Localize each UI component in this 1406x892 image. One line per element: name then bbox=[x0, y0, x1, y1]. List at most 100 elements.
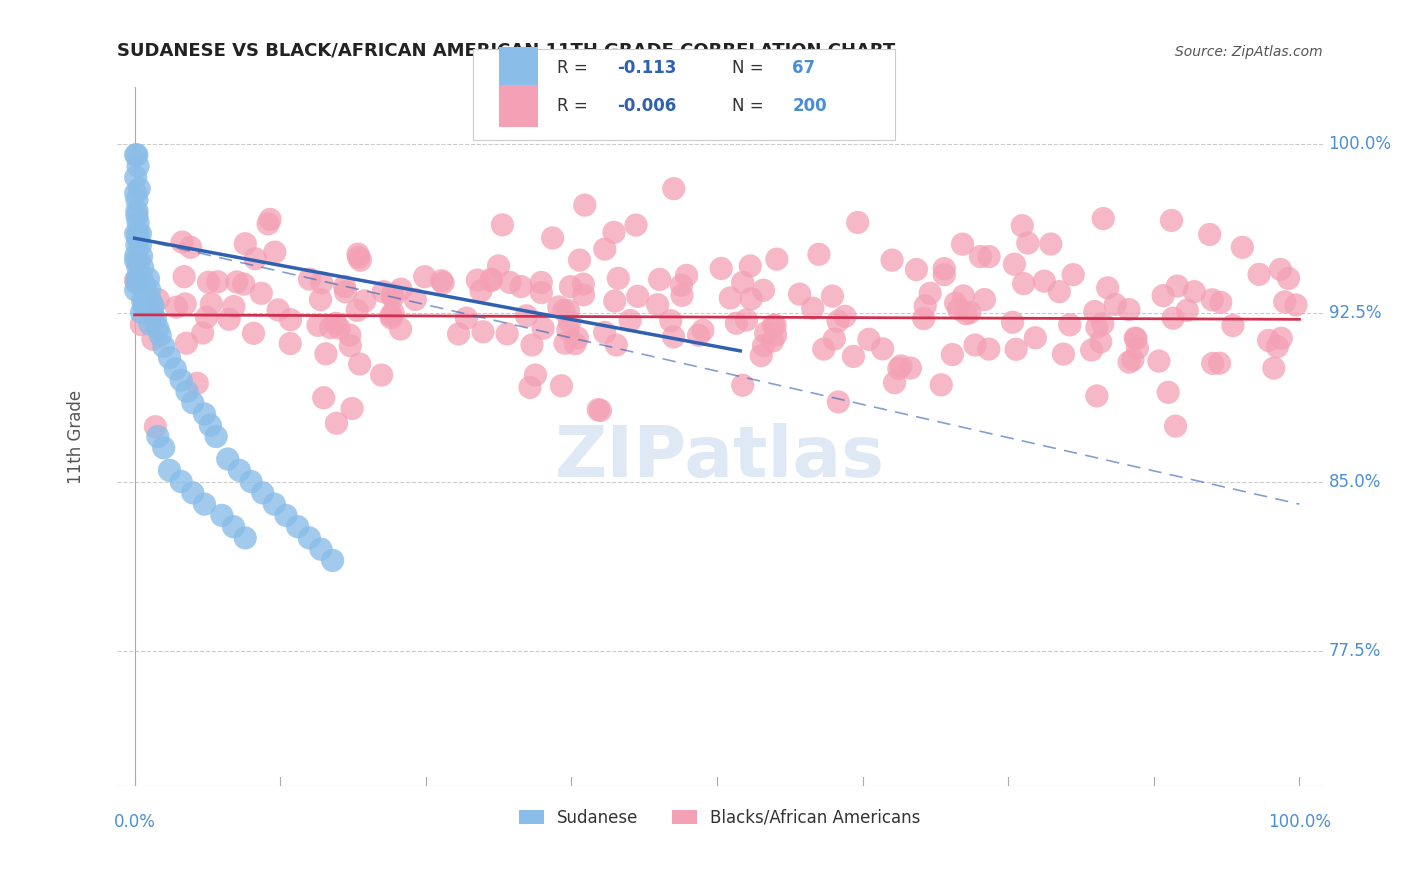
Point bbox=[309, 293, 332, 307]
Point bbox=[1017, 235, 1039, 250]
Text: N =: N = bbox=[733, 97, 769, 115]
Point bbox=[731, 378, 754, 392]
Point bbox=[969, 250, 991, 264]
Point bbox=[128, 181, 150, 195]
Point bbox=[1118, 355, 1140, 369]
Point bbox=[1285, 298, 1308, 312]
Point bbox=[1164, 419, 1187, 434]
Point bbox=[127, 227, 149, 241]
Point bbox=[603, 293, 626, 308]
Point bbox=[1160, 213, 1182, 227]
Point bbox=[662, 181, 685, 195]
Point bbox=[134, 283, 156, 297]
Point bbox=[389, 282, 412, 296]
Point bbox=[1274, 294, 1296, 309]
Point bbox=[228, 463, 250, 477]
Point bbox=[963, 338, 986, 352]
Point bbox=[619, 313, 641, 327]
Point bbox=[278, 336, 301, 351]
Point bbox=[1249, 268, 1271, 282]
Point bbox=[1001, 315, 1024, 329]
Point bbox=[200, 297, 222, 311]
Point bbox=[149, 328, 172, 343]
Point bbox=[233, 236, 256, 251]
Point bbox=[125, 204, 148, 219]
Point bbox=[488, 259, 510, 273]
Point bbox=[381, 290, 404, 304]
Point bbox=[328, 321, 350, 335]
Point bbox=[257, 217, 280, 231]
Point bbox=[1257, 334, 1279, 348]
Point bbox=[605, 338, 627, 352]
Point bbox=[152, 339, 174, 353]
Point bbox=[132, 294, 155, 309]
Point bbox=[589, 403, 612, 417]
Point bbox=[752, 338, 775, 352]
Point bbox=[125, 148, 148, 162]
Point bbox=[370, 368, 392, 382]
Point bbox=[900, 361, 922, 376]
Point bbox=[603, 225, 626, 239]
Point bbox=[142, 299, 165, 313]
Point bbox=[245, 252, 267, 266]
Point bbox=[1202, 356, 1225, 370]
Point bbox=[572, 277, 595, 291]
Point bbox=[225, 275, 247, 289]
Point bbox=[339, 339, 361, 353]
Point bbox=[735, 313, 758, 327]
Point bbox=[263, 245, 285, 260]
Point bbox=[1085, 320, 1108, 334]
Text: SUDANESE VS BLACK/AFRICAN AMERICAN 11TH GRADE CORRELATION CHART: SUDANESE VS BLACK/AFRICAN AMERICAN 11TH … bbox=[117, 41, 896, 59]
Point bbox=[659, 314, 682, 328]
Point bbox=[128, 254, 150, 268]
Point bbox=[872, 342, 894, 356]
Point bbox=[447, 326, 470, 341]
Point bbox=[593, 326, 616, 340]
Point bbox=[557, 323, 579, 337]
Point bbox=[905, 262, 928, 277]
Point bbox=[132, 260, 155, 275]
Point bbox=[124, 274, 146, 288]
Point bbox=[692, 323, 714, 337]
Point bbox=[354, 293, 377, 308]
Point bbox=[496, 326, 519, 341]
Point bbox=[934, 268, 956, 282]
Point bbox=[752, 283, 775, 297]
Point bbox=[1125, 332, 1147, 346]
Point bbox=[125, 283, 148, 297]
Point bbox=[977, 342, 1000, 356]
Point bbox=[141, 305, 163, 319]
Point bbox=[349, 357, 371, 371]
Point bbox=[842, 350, 865, 364]
Point bbox=[846, 215, 869, 229]
Point bbox=[572, 288, 595, 302]
Point bbox=[413, 269, 436, 284]
Point bbox=[547, 300, 569, 314]
Text: 85.0%: 85.0% bbox=[1329, 473, 1381, 491]
Point bbox=[593, 242, 616, 256]
Point bbox=[1161, 311, 1184, 326]
Point bbox=[380, 310, 402, 325]
Point bbox=[1182, 285, 1205, 299]
Point bbox=[858, 332, 880, 346]
Point bbox=[662, 330, 685, 344]
Point bbox=[467, 273, 489, 287]
Point bbox=[560, 279, 582, 293]
Point bbox=[148, 293, 170, 307]
Point bbox=[131, 305, 153, 319]
Point bbox=[762, 318, 785, 333]
Point bbox=[191, 326, 214, 340]
Legend: Sudanese, Blacks/African Americans: Sudanese, Blacks/African Americans bbox=[512, 802, 928, 833]
Point bbox=[217, 452, 239, 467]
Point bbox=[335, 285, 357, 299]
Point bbox=[274, 508, 297, 523]
Point bbox=[125, 277, 148, 291]
Point bbox=[307, 318, 329, 333]
Point bbox=[205, 429, 228, 443]
Point bbox=[322, 553, 344, 567]
Point bbox=[912, 311, 935, 326]
Point bbox=[827, 395, 849, 409]
Point bbox=[159, 351, 181, 365]
Point bbox=[827, 314, 849, 328]
Point bbox=[132, 299, 155, 313]
